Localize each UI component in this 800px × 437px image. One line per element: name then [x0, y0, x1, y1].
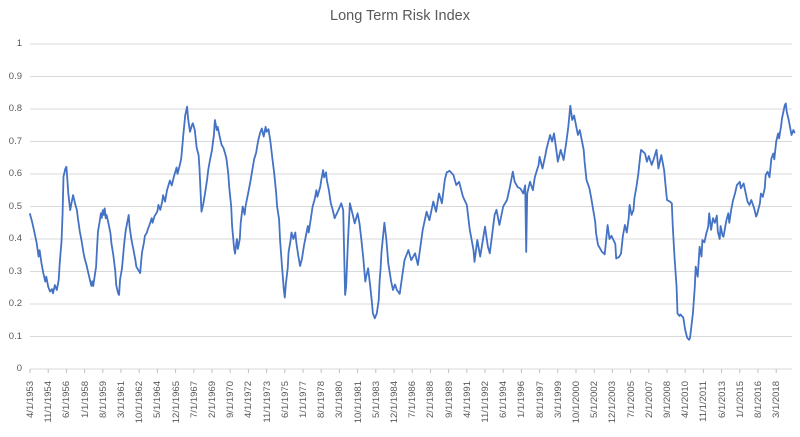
- y-tick-label: 0.6: [8, 168, 22, 179]
- chart-title: Long Term Risk Index: [330, 8, 470, 24]
- y-tick-label: 0.1: [8, 330, 22, 342]
- y-tick-label: 0.2: [8, 298, 22, 309]
- y-tick-label: 0: [16, 363, 22, 374]
- y-tick-label: 0.4: [8, 233, 22, 244]
- y-tick-label: 0.7: [8, 135, 22, 147]
- y-tick-label: 0.5: [8, 200, 22, 212]
- y-tick-label: 0.8: [8, 103, 22, 114]
- y-tick-label: 0.9: [8, 70, 22, 82]
- y-tick-label: 0.3: [8, 265, 22, 277]
- y-tick-label: 1: [16, 38, 22, 49]
- risk-index-line: [29, 102, 796, 341]
